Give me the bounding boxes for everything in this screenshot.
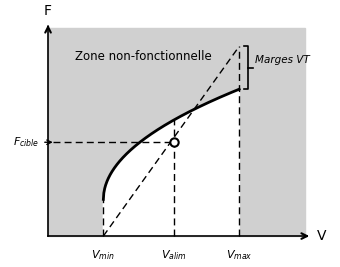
Polygon shape (48, 28, 305, 236)
Text: $V_{alim}$: $V_{alim}$ (161, 248, 187, 262)
Text: $V_{max}$: $V_{max}$ (226, 248, 253, 262)
Polygon shape (103, 89, 239, 236)
Text: $V_{min}$: $V_{min}$ (91, 248, 115, 262)
Text: Marges VT: Marges VT (255, 55, 310, 65)
Text: F: F (44, 4, 52, 18)
Text: Zone non-fonctionnelle: Zone non-fonctionnelle (75, 50, 212, 63)
Text: $F_{cible}$: $F_{cible}$ (13, 135, 51, 149)
Text: V: V (317, 229, 327, 243)
